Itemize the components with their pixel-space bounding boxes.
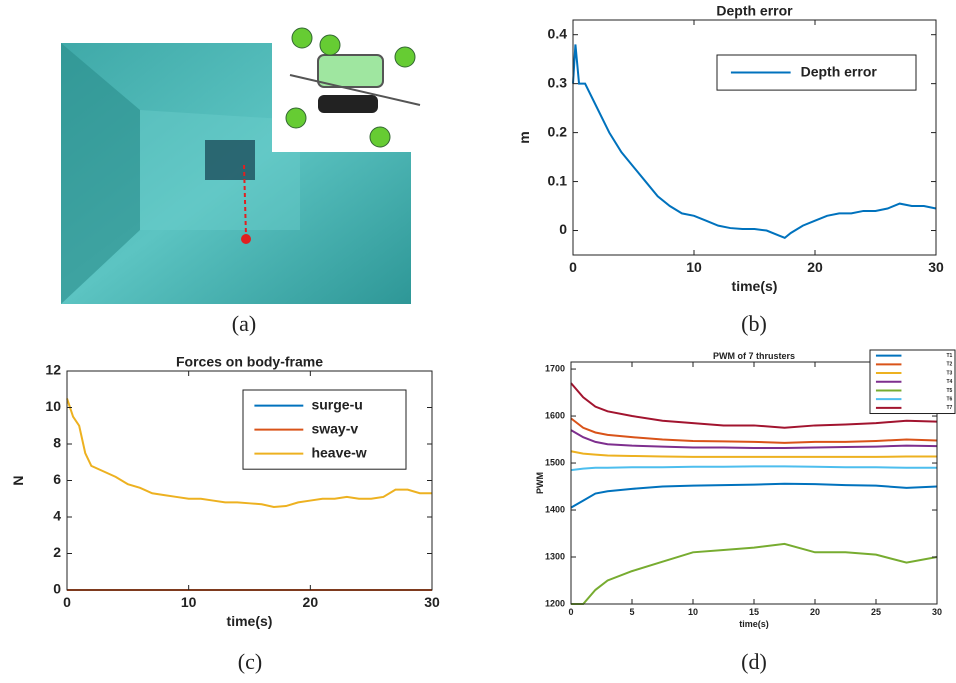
series-line — [570, 382, 938, 429]
legend-label: Depth error — [801, 63, 878, 79]
series-line — [570, 450, 937, 458]
y-tick-label: 4 — [53, 508, 61, 524]
y-tick-label: 1300 — [545, 551, 565, 561]
axes-box — [572, 19, 937, 256]
legend-label: T7 — [947, 405, 953, 411]
legend-label: surge-u — [311, 396, 362, 412]
x-tick-label: 30 — [928, 259, 944, 275]
x-tick-label: 30 — [424, 594, 440, 610]
x-axis-label: time(s) — [739, 619, 769, 629]
y-tick-label: 0.3 — [548, 74, 568, 90]
y-tick-label: 8 — [53, 435, 61, 451]
series-line — [570, 465, 937, 472]
x-tick-label: 30 — [932, 607, 942, 617]
x-tick-label: 10 — [181, 594, 197, 610]
x-tick-label: 25 — [871, 607, 881, 617]
caption: (d) — [741, 649, 767, 674]
y-tick-label: 12 — [45, 362, 61, 378]
y-tick-label: 0.4 — [548, 25, 568, 41]
legend-label: heave-w — [311, 444, 366, 460]
series-line — [570, 482, 938, 509]
y-tick-label: 1600 — [545, 410, 565, 420]
y-tick-label: 2 — [53, 544, 61, 560]
x-tick-label: 0 — [63, 594, 71, 610]
x-axis-label: time(s) — [227, 613, 273, 629]
x-tick-label: 5 — [629, 607, 634, 617]
chart-title: PWM of 7 thrusters — [713, 351, 795, 361]
series-line — [571, 542, 938, 605]
y-tick-label: 6 — [53, 471, 61, 487]
legend-label: T4 — [947, 379, 953, 385]
y-tick-label: 10 — [45, 398, 61, 414]
series-line — [570, 417, 938, 444]
chart-title: Depth error — [716, 2, 793, 18]
y-tick-label: 0 — [559, 221, 567, 237]
chart-title: Forces on body-frame — [176, 353, 323, 369]
y-axis-label: m — [516, 131, 532, 143]
legend-label: T3 — [947, 370, 953, 376]
y-tick-label: 0.2 — [548, 123, 568, 139]
y-tick-label: 1700 — [545, 363, 565, 373]
caption: (b) — [741, 311, 767, 336]
y-tick-label: 0.1 — [548, 172, 568, 188]
legend-label: T5 — [947, 388, 953, 394]
legend-label: T1 — [947, 353, 953, 359]
x-tick-label: 20 — [303, 594, 319, 610]
photo — [61, 10, 421, 304]
x-tick-label: 0 — [568, 607, 573, 617]
y-tick-label: 1400 — [545, 504, 565, 514]
legend-label: T6 — [947, 396, 953, 402]
x-tick-label: 10 — [686, 259, 702, 275]
x-tick-label: 10 — [688, 607, 698, 617]
y-axis-label: PWM — [535, 472, 545, 494]
series-line — [572, 44, 937, 240]
y-tick-label: 1200 — [545, 598, 565, 608]
legend-label: sway-v — [311, 420, 358, 436]
legend-label: T2 — [947, 362, 953, 368]
series-line — [66, 398, 432, 508]
x-tick-label: 20 — [807, 259, 823, 275]
x-tick-label: 0 — [569, 259, 577, 275]
x-tick-label: 15 — [749, 607, 759, 617]
series-line — [570, 429, 938, 449]
y-tick-label: 1500 — [545, 457, 565, 467]
x-axis-label: time(s) — [732, 278, 778, 294]
y-tick-label: 0 — [53, 581, 61, 597]
x-tick-label: 20 — [810, 607, 820, 617]
caption: (a) — [232, 311, 256, 336]
caption: (c) — [238, 649, 262, 674]
y-axis-label: N — [10, 475, 26, 485]
